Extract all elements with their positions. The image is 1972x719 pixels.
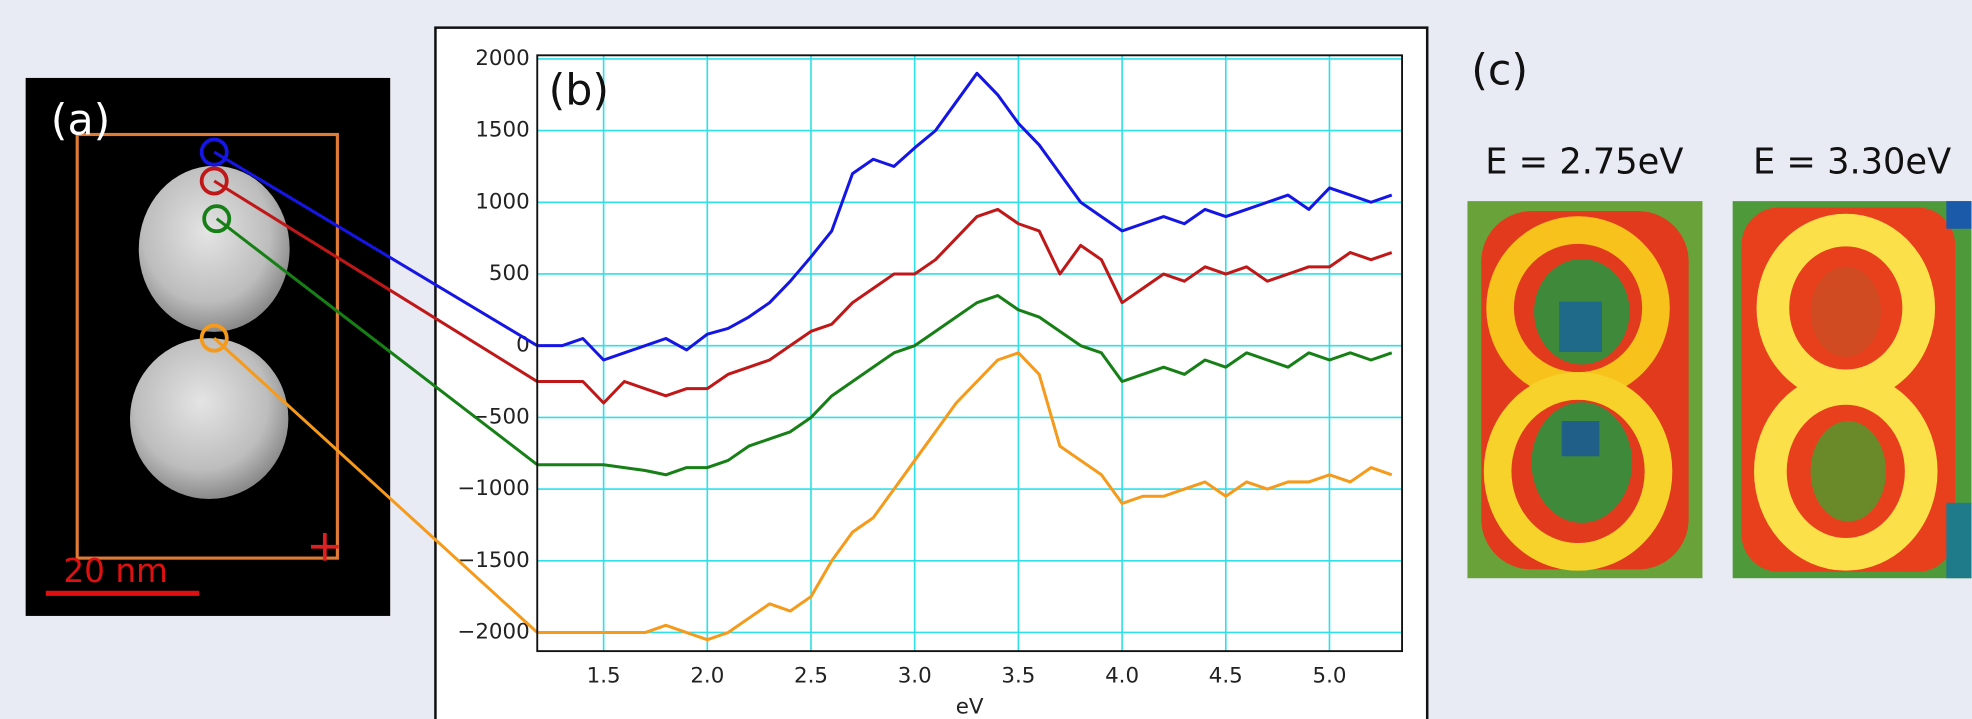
spectrum-line <box>537 71 1393 362</box>
map-title: E = 2.75eV <box>1485 141 1683 182</box>
probe-link <box>215 217 539 466</box>
scale-bar-label: 20 nm <box>63 552 167 590</box>
panel-label: (b) <box>549 66 609 116</box>
probe-marker <box>199 166 229 196</box>
particle <box>138 165 290 332</box>
probe-marker <box>199 137 229 167</box>
x-tick-label: 3.0 <box>898 663 932 688</box>
heat-map <box>1732 201 1972 579</box>
y-tick-label: −1500 <box>457 548 529 573</box>
x-tick-label: 5.0 <box>1312 663 1346 688</box>
probe-link <box>213 150 539 347</box>
x-tick-label: 1.5 <box>587 663 621 688</box>
y-tick-label: −500 <box>471 404 530 429</box>
chart-panel <box>434 26 1429 719</box>
spectrum-line <box>537 294 1393 477</box>
probe-link <box>213 337 539 634</box>
x-tick-label: 4.0 <box>1105 663 1139 688</box>
y-tick-label: −1000 <box>457 476 529 501</box>
y-tick-label: 1500 <box>475 118 529 143</box>
plot-frame <box>536 54 1404 653</box>
links <box>199 137 539 634</box>
y-tick-label: 500 <box>489 261 530 286</box>
spectrum-line <box>537 207 1393 405</box>
probe-marker <box>199 323 229 353</box>
spectrum-line <box>537 351 1393 642</box>
particle <box>129 338 289 500</box>
x-tick-label: 2.0 <box>690 663 724 688</box>
probe-marker <box>202 204 232 234</box>
cross-marker <box>310 532 339 561</box>
y-tick-label: −2000 <box>457 619 529 644</box>
map-title: E = 3.30eV <box>1753 141 1951 182</box>
x-tick-label: 4.5 <box>1209 663 1243 688</box>
x-tick-label: 3.5 <box>1001 663 1035 688</box>
x-axis-label: eV <box>956 695 984 719</box>
y-tick-label: 2000 <box>475 46 529 71</box>
scan-frame <box>75 132 339 560</box>
x-tick-label: 2.5 <box>794 663 828 688</box>
probe-link <box>213 179 539 383</box>
panel-label: (a) <box>51 96 111 146</box>
heat-map <box>1467 201 1703 579</box>
panel-label: (c) <box>1471 45 1528 95</box>
y-tick-label: 1000 <box>475 189 529 214</box>
